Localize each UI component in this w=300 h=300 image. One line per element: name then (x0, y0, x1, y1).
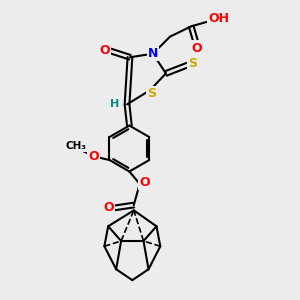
Text: O: O (103, 201, 114, 214)
Text: O: O (140, 176, 150, 189)
Text: O: O (88, 150, 99, 163)
Text: OH: OH (209, 13, 230, 26)
Text: O: O (99, 44, 110, 57)
Text: H: H (110, 99, 119, 110)
Text: O: O (191, 42, 202, 55)
Text: S: S (147, 87, 156, 100)
Text: CH₃: CH₃ (65, 141, 86, 151)
Text: N: N (148, 47, 158, 60)
Text: S: S (188, 57, 197, 70)
